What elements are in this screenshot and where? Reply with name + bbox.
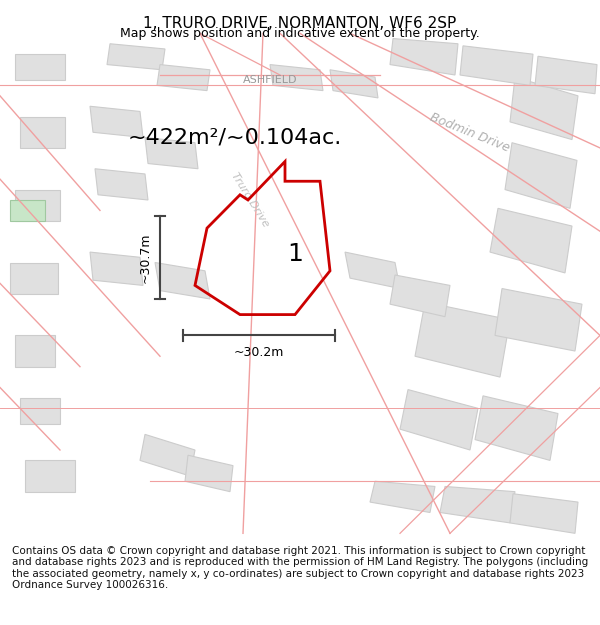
- Polygon shape: [140, 434, 195, 476]
- Polygon shape: [90, 106, 143, 138]
- Polygon shape: [157, 64, 210, 91]
- Polygon shape: [400, 389, 478, 450]
- Text: ~30.2m: ~30.2m: [234, 346, 284, 359]
- Polygon shape: [440, 486, 515, 523]
- Polygon shape: [390, 275, 450, 317]
- Polygon shape: [20, 117, 65, 148]
- Polygon shape: [330, 70, 378, 98]
- Polygon shape: [15, 189, 60, 221]
- Text: Bodmin Drive: Bodmin Drive: [428, 111, 512, 154]
- Polygon shape: [15, 54, 65, 80]
- Text: ASHFIELD: ASHFIELD: [243, 75, 297, 85]
- Polygon shape: [155, 262, 210, 299]
- Text: ~422m²/~0.104ac.: ~422m²/~0.104ac.: [128, 127, 342, 148]
- Polygon shape: [490, 208, 572, 273]
- Text: Contains OS data © Crown copyright and database right 2021. This information is : Contains OS data © Crown copyright and d…: [12, 546, 588, 591]
- Polygon shape: [270, 64, 323, 91]
- Polygon shape: [145, 138, 198, 169]
- Polygon shape: [505, 142, 577, 208]
- Text: ~30.7m: ~30.7m: [139, 232, 152, 282]
- Polygon shape: [10, 200, 45, 221]
- Polygon shape: [20, 398, 60, 424]
- Polygon shape: [475, 396, 558, 461]
- Polygon shape: [25, 461, 75, 492]
- Polygon shape: [345, 252, 400, 289]
- Polygon shape: [510, 494, 578, 533]
- Polygon shape: [535, 56, 597, 94]
- Polygon shape: [460, 46, 533, 86]
- Polygon shape: [415, 302, 510, 377]
- Text: 1, TRURO DRIVE, NORMANTON, WF6 2SP: 1, TRURO DRIVE, NORMANTON, WF6 2SP: [143, 16, 457, 31]
- Text: Map shows position and indicative extent of the property.: Map shows position and indicative extent…: [120, 28, 480, 41]
- Polygon shape: [107, 44, 165, 70]
- Text: 1: 1: [287, 242, 303, 266]
- Text: Truro Drive: Truro Drive: [229, 171, 271, 229]
- Polygon shape: [510, 77, 578, 139]
- Polygon shape: [10, 262, 58, 294]
- Polygon shape: [370, 481, 435, 512]
- Polygon shape: [15, 336, 55, 367]
- Polygon shape: [90, 252, 143, 286]
- Polygon shape: [185, 455, 233, 492]
- Polygon shape: [95, 169, 148, 200]
- Polygon shape: [495, 289, 582, 351]
- Polygon shape: [390, 39, 458, 75]
